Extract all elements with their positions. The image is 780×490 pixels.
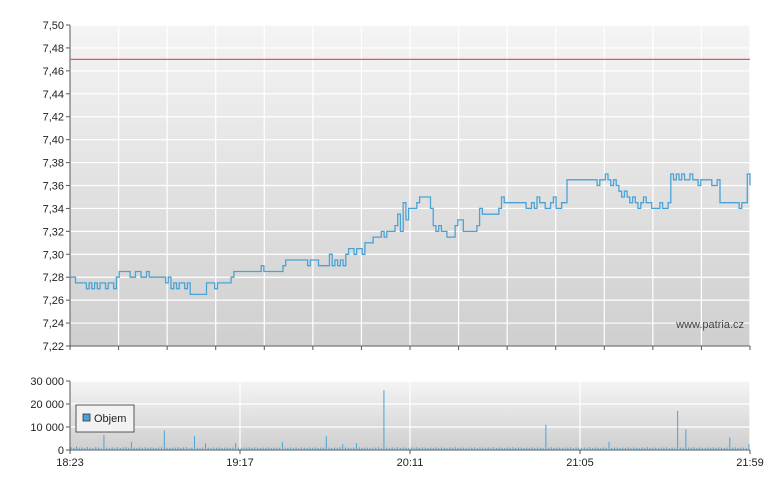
x-tick-label: 20:11: [397, 457, 424, 469]
price-y-tick-label: 7,32: [43, 226, 64, 238]
price-y-tick-label: 7,22: [43, 341, 64, 353]
watermark-text: www.patria.cz: [675, 319, 744, 331]
legend-label: Objem: [94, 413, 126, 425]
price-y-tick-label: 7,34: [43, 203, 64, 215]
volume-y-tick-label: 30 000: [30, 376, 64, 388]
price-y-tick-label: 7,28: [43, 272, 64, 284]
x-tick-label: 21:05: [566, 457, 594, 469]
volume-y-tick-label: 10 000: [30, 422, 64, 434]
price-y-tick-label: 7,24: [43, 318, 64, 330]
x-axis: 18:23 19:17 20:11 21:05 21:59: [56, 450, 764, 469]
price-y-tick-label: 7,50: [43, 20, 64, 32]
x-tick-label: 18:23: [56, 457, 84, 469]
x-tick-label: 21:59: [736, 457, 764, 469]
volume-y-tick-label: 20 000: [30, 399, 64, 411]
x-tick-label: 19:17: [226, 457, 254, 469]
price-y-tick-label: 7,44: [43, 89, 64, 101]
price-panel: 7,22 7,24 7,26 7,28 7,30 7,32 7,34 7,36 7,38 7,40…: [43, 20, 751, 353]
price-y-tick-label: 7,36: [43, 181, 64, 193]
price-y-tick-label: 7,26: [43, 295, 64, 307]
price-y-tick-label: 7,30: [43, 249, 64, 261]
price-series-line: [70, 173, 751, 296]
legend-swatch: [82, 413, 91, 422]
price-y-tick-label: 7,42: [43, 112, 64, 124]
volume-y-tick-label: 0: [58, 445, 64, 457]
price-y-tick-label: 7,38: [43, 158, 64, 170]
price-y-tick-label: 7,48: [43, 43, 64, 55]
price-y-tick-label: 7,40: [43, 135, 64, 147]
volume-legend: Objem: [75, 404, 135, 433]
price-y-tick-label: 7,46: [43, 66, 64, 78]
volume-panel: 0 10 000 20 000 30 000 Objem: [30, 376, 751, 457]
